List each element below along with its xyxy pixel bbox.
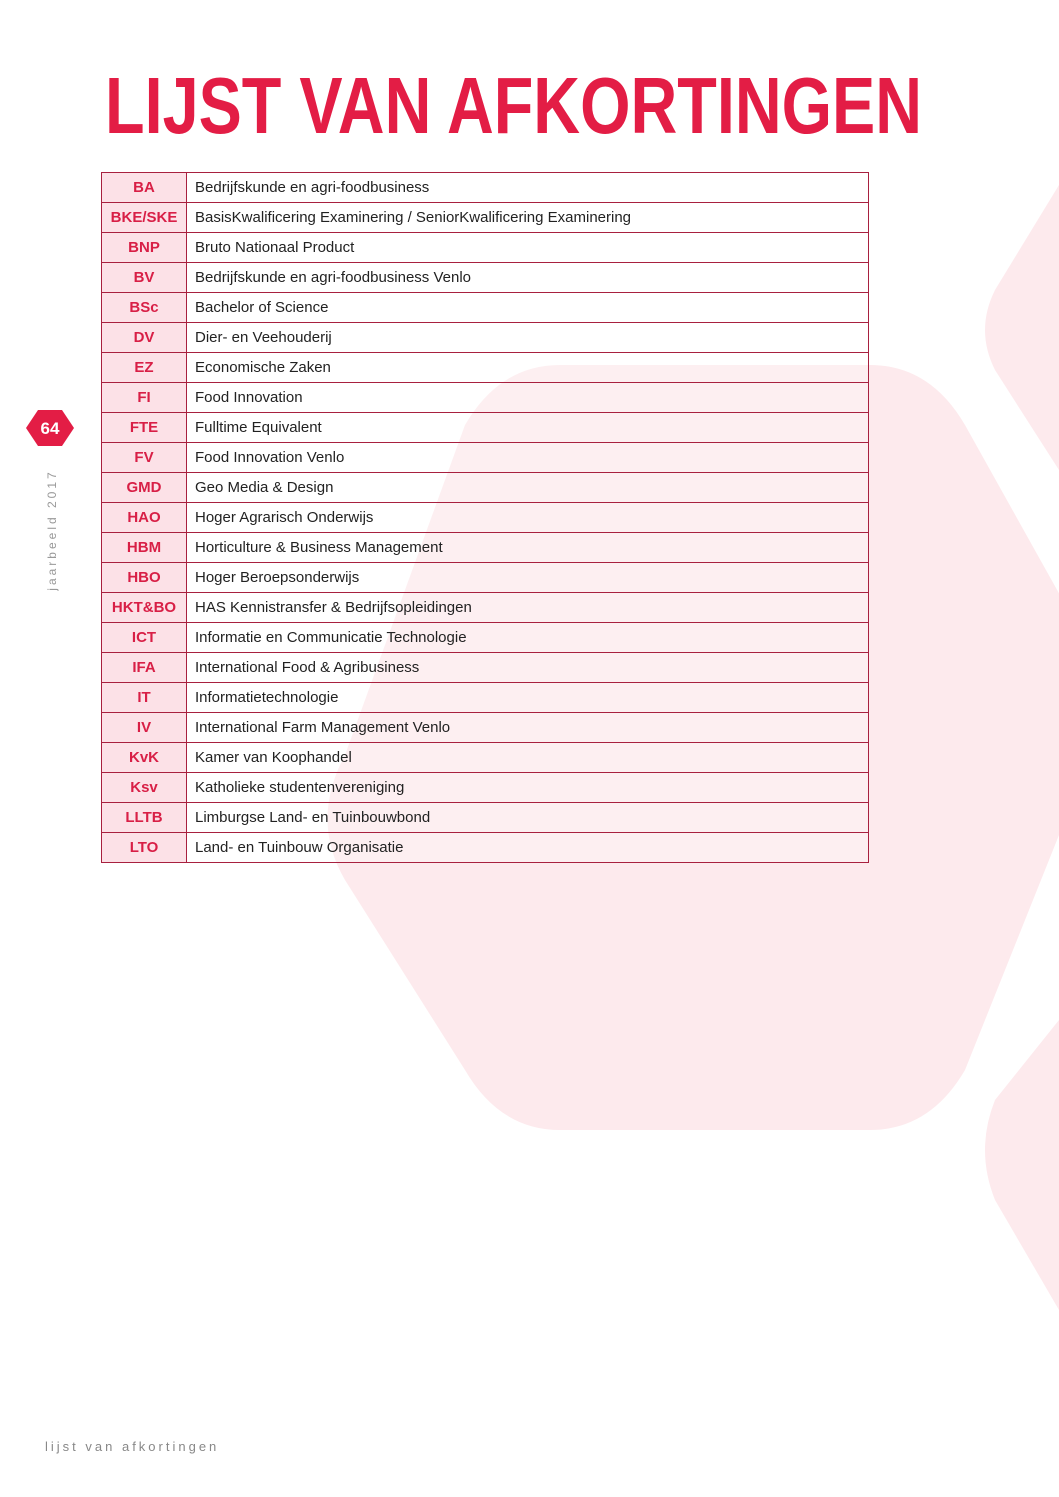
- table-row: HBO Hoger Beroepsonderwijs: [101, 562, 869, 593]
- page-title: LIJST VAN AFKORTINGEN: [105, 61, 922, 150]
- hexagon-shape: [985, 1020, 1059, 1310]
- table-row: EZ Economische Zaken: [101, 352, 869, 383]
- definition: Limburgse Land- en Tuinbouwbond: [186, 802, 869, 833]
- table-row: FV Food Innovation Venlo: [101, 442, 869, 473]
- abbreviation: BSc: [101, 292, 187, 323]
- table-row: BSc Bachelor of Science: [101, 292, 869, 323]
- abbreviation: GMD: [101, 472, 187, 503]
- definition: Horticulture & Business Management: [186, 532, 869, 563]
- abbreviation: LTO: [101, 832, 187, 863]
- definition: Hoger Beroepsonderwijs: [186, 562, 869, 593]
- footer: lijst van afkortingen: [45, 1439, 220, 1454]
- definition: Bedrijfskunde en agri-foodbusiness: [186, 172, 869, 203]
- abbreviation: HKT&BO: [101, 592, 187, 623]
- abbreviation: LLTB: [101, 802, 187, 833]
- definition: Katholieke studentenvereniging: [186, 772, 869, 803]
- definition: Bruto Nationaal Product: [186, 232, 869, 263]
- table-row: KvK Kamer van Koophandel: [101, 742, 869, 773]
- definition: Dier- en Veehouderij: [186, 322, 869, 353]
- abbreviation: HBO: [101, 562, 187, 593]
- abbreviation: BNP: [101, 232, 187, 263]
- abbreviation: BKE/SKE: [101, 202, 187, 233]
- table-row: HBM Horticulture & Business Management: [101, 532, 869, 563]
- definition: Informatie en Communicatie Technologie: [186, 622, 869, 653]
- abbreviation: IT: [101, 682, 187, 713]
- abbreviation: EZ: [101, 352, 187, 383]
- table-row: Ksv Katholieke studentenvereniging: [101, 772, 869, 803]
- page-number: 64: [41, 419, 60, 438]
- definition: International Food & Agribusiness: [186, 652, 869, 683]
- table-row: IT Informatietechnologie: [101, 682, 869, 713]
- table-row: HAO Hoger Agrarisch Onderwijs: [101, 502, 869, 533]
- table-row: BNP Bruto Nationaal Product: [101, 232, 869, 263]
- definition: Geo Media & Design: [186, 472, 869, 503]
- definition: Fulltime Equivalent: [186, 412, 869, 443]
- abbreviation: FTE: [101, 412, 187, 443]
- abbreviation: Ksv: [101, 772, 187, 803]
- table-row: LLTB Limburgse Land- en Tuinbouwbond: [101, 802, 869, 833]
- table-row: IV International Farm Management Venlo: [101, 712, 869, 743]
- page-badge: [26, 410, 74, 446]
- table-row: LTO Land- en Tuinbouw Organisatie: [101, 832, 869, 863]
- table-row: GMD Geo Media & Design: [101, 472, 869, 503]
- table-row: BV Bedrijfskunde en agri-foodbusiness Ven…: [101, 262, 869, 293]
- table-row: DV Dier- en Veehouderij: [101, 322, 869, 353]
- table-row: FTE Fulltime Equivalent: [101, 412, 869, 443]
- definition: Economische Zaken: [186, 352, 869, 383]
- table-row: BA Bedrijfskunde en agri-foodbusiness: [101, 172, 869, 203]
- abbreviation: IFA: [101, 652, 187, 683]
- abbreviation: HBM: [101, 532, 187, 563]
- abbreviation-table: BA Bedrijfskunde en agri-foodbusiness BKE/…: [101, 172, 869, 863]
- abbreviation: BA: [101, 172, 187, 203]
- abbreviation: HAO: [101, 502, 187, 533]
- abbreviation: KvK: [101, 742, 187, 773]
- abbreviation: DV: [101, 322, 187, 353]
- definition: Food Innovation: [186, 382, 869, 413]
- table-row: ICT Informatie en Communicatie Technologi…: [101, 622, 869, 653]
- abbreviation: IV: [101, 712, 187, 743]
- abbreviation: ICT: [101, 622, 187, 653]
- side-text: jaarbeeld 2017: [45, 469, 59, 591]
- abbreviation: FI: [101, 382, 187, 413]
- definition: Kamer van Koophandel: [186, 742, 869, 773]
- definition: BasisKwalificering Examinering / SeniorK…: [186, 202, 869, 233]
- hexagon-shape: [985, 185, 1059, 470]
- definition: Hoger Agrarisch Onderwijs: [186, 502, 869, 533]
- definition: Bachelor of Science: [186, 292, 869, 323]
- definition: International Farm Management Venlo: [186, 712, 869, 743]
- definition: Food Innovation Venlo: [186, 442, 869, 473]
- definition: Informatietechnologie: [186, 682, 869, 713]
- table-row: HKT&BO HAS Kennistransfer & Bedrijfsoplei…: [101, 592, 869, 623]
- table-row: FI Food Innovation: [101, 382, 869, 413]
- table-row: BKE/SKE BasisKwalificering Examinering / …: [101, 202, 869, 233]
- definition: Bedrijfskunde en agri-foodbusiness Venlo: [186, 262, 869, 293]
- abbreviation: BV: [101, 262, 187, 293]
- definition: Land- en Tuinbouw Organisatie: [186, 832, 869, 863]
- table-row: IFA International Food & Agribusiness: [101, 652, 869, 683]
- abbreviation: FV: [101, 442, 187, 473]
- definition: HAS Kennistransfer & Bedrijfsopleidingen: [186, 592, 869, 623]
